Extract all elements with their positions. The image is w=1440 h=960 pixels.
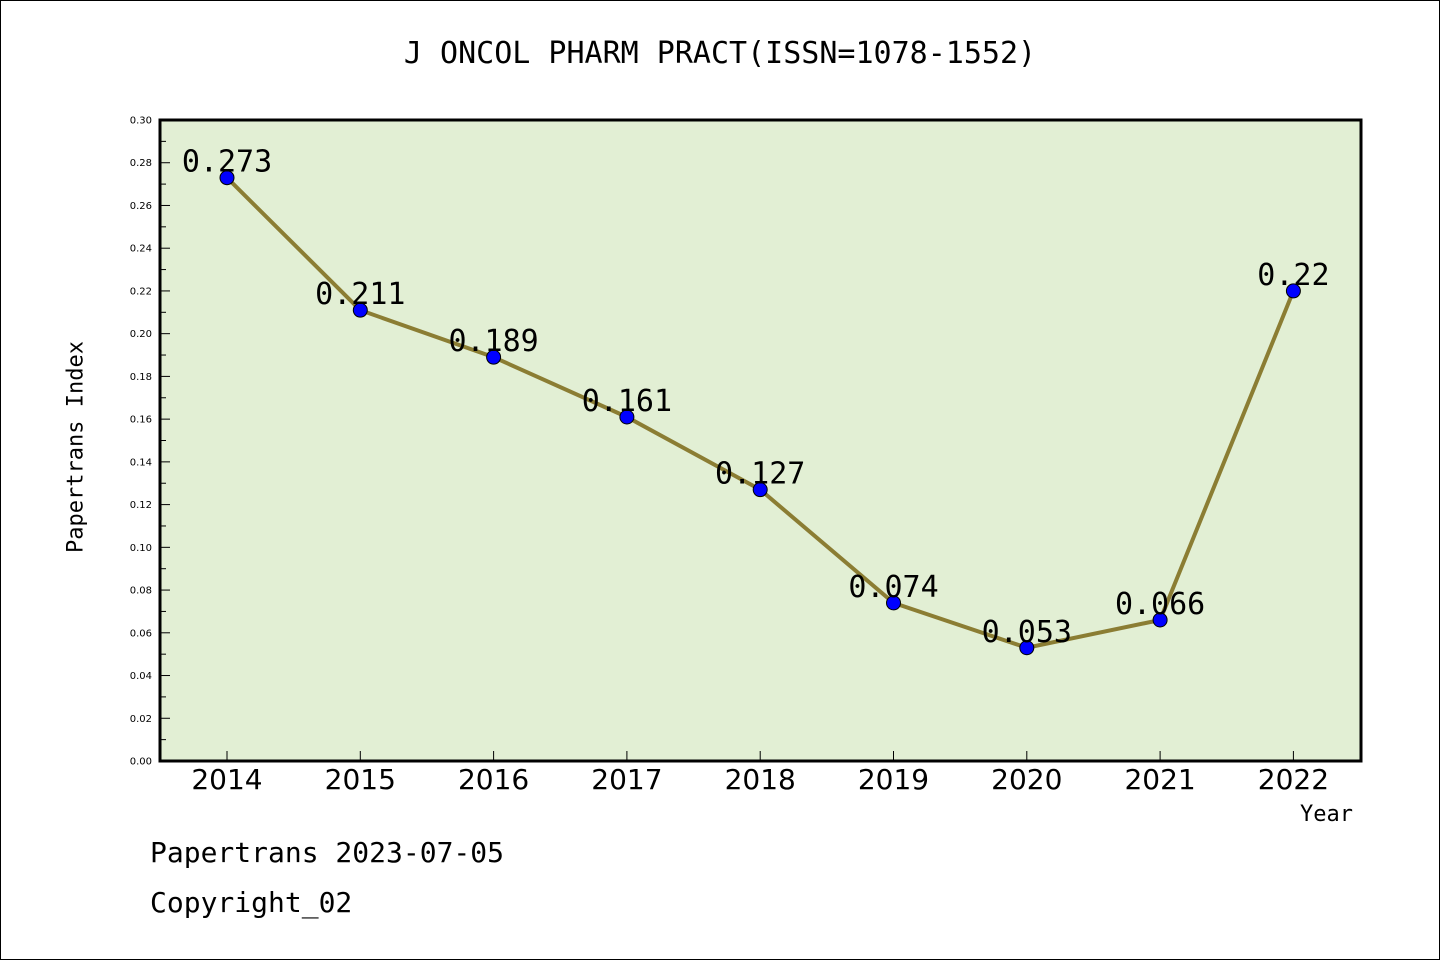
data-point [219,170,235,186]
data-point [1285,283,1301,299]
x-axis: 2014 2015 2016 2017 2018 2019 2020 2021 2022 [191,751,1329,796]
x-tick-label: 2014 [191,763,262,796]
y-tick-label: 0.26 [130,201,152,212]
data-point [1152,612,1168,628]
x-tick-label: 2021 [1124,763,1195,796]
data-label: 0.273 [182,145,272,180]
x-tick-label: 2019 [858,763,929,796]
y-tick-label: 0.02 [130,714,152,725]
y-tick-label: 0.06 [130,628,152,639]
x-tick-label: 2020 [991,763,1062,796]
y-axis: 0.00 0.02 0.04 0.06 0.08 0.10 0.12 0.14 0.16 0.18… [130,116,170,768]
y-tick-label: 0.18 [130,372,152,383]
x-tick-label: 2015 [325,763,396,796]
data-point [752,482,768,498]
y-tick-label: 0.12 [130,500,152,511]
y-tick-label: 0.20 [130,329,152,340]
y-tick-label: 0.08 [130,586,152,597]
x-tick-label: 2016 [458,763,529,796]
x-tick-label: 2017 [591,763,662,796]
x-tick-label: 2022 [1258,763,1329,796]
y-tick-label: 0.16 [130,415,152,426]
y-tick-label: 0.10 [130,543,152,554]
data-label: 0.074 [848,570,938,605]
data-label: 0.053 [982,615,1072,650]
y-tick-label: 0.28 [130,158,152,169]
data-points [219,170,1301,656]
x-tick-label: 2018 [725,763,796,796]
y-tick-label: 0.24 [130,244,152,255]
chart-title: J ONCOL PHARM PRACT(ISSN=1078-1552) [403,36,1037,71]
x-axis-label: Year [1300,802,1353,827]
footer-copyright: Copyright_02 [150,886,353,919]
y-tick-label: 0.00 [130,757,152,768]
data-label: 0.066 [1115,587,1205,622]
data-point [1019,640,1035,656]
y-tick-label: 0.04 [130,671,152,682]
data-point [352,302,368,318]
data-label: 0.22 [1257,258,1329,293]
y-tick-label: 0.30 [130,116,152,127]
footer-date: Papertrans 2023-07-05 [150,836,505,869]
data-labels: 0.273 0.211 0.189 0.161 0.127 0.074 0.053 0.066… [182,145,1330,650]
data-label: 0.189 [448,324,538,359]
y-tick-label: 0.22 [130,286,152,297]
data-label: 0.127 [715,457,805,492]
data-point [619,409,635,425]
data-label: 0.161 [582,384,672,419]
data-point [886,595,901,611]
y-tick-label: 0.14 [130,457,152,468]
plot-area [158,118,1363,763]
data-label: 0.211 [315,277,405,312]
data-point [486,349,502,365]
